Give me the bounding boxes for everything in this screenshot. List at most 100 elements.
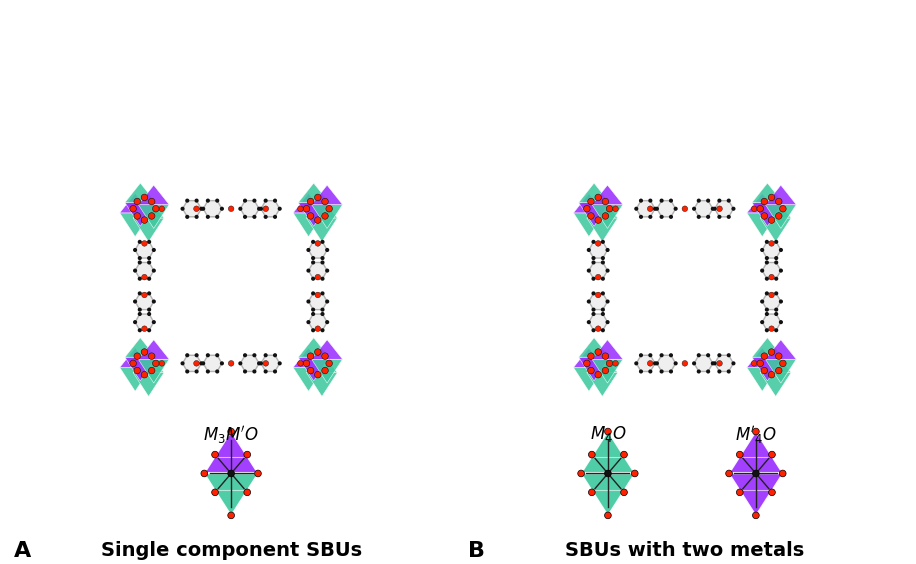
Polygon shape: [133, 353, 164, 373]
Circle shape: [649, 353, 652, 358]
Circle shape: [228, 206, 234, 212]
Polygon shape: [299, 183, 329, 202]
Circle shape: [673, 206, 678, 211]
Circle shape: [264, 353, 267, 358]
Circle shape: [212, 451, 218, 458]
Circle shape: [760, 248, 764, 252]
Circle shape: [311, 292, 315, 296]
Polygon shape: [138, 185, 169, 205]
Circle shape: [780, 360, 786, 367]
Circle shape: [306, 299, 311, 303]
Polygon shape: [760, 199, 791, 218]
Polygon shape: [307, 373, 337, 396]
Circle shape: [649, 215, 652, 219]
Circle shape: [774, 292, 779, 296]
Circle shape: [578, 470, 584, 477]
Circle shape: [760, 268, 764, 272]
Circle shape: [215, 353, 219, 358]
Circle shape: [185, 215, 190, 219]
Polygon shape: [592, 185, 623, 205]
Circle shape: [588, 451, 595, 458]
Polygon shape: [747, 193, 778, 213]
Text: A: A: [14, 540, 31, 561]
Circle shape: [321, 240, 324, 244]
Circle shape: [761, 199, 768, 205]
Polygon shape: [573, 348, 605, 368]
Polygon shape: [579, 202, 609, 226]
Circle shape: [263, 360, 268, 366]
Circle shape: [148, 353, 155, 359]
Circle shape: [594, 217, 602, 223]
Circle shape: [673, 362, 678, 365]
Circle shape: [639, 215, 643, 219]
Polygon shape: [307, 199, 337, 218]
Circle shape: [649, 369, 652, 373]
Circle shape: [669, 369, 673, 373]
Circle shape: [273, 369, 277, 373]
Circle shape: [255, 470, 261, 477]
Polygon shape: [135, 262, 154, 279]
Circle shape: [761, 367, 768, 374]
Polygon shape: [579, 183, 609, 202]
Polygon shape: [747, 348, 778, 368]
Circle shape: [215, 215, 219, 219]
Circle shape: [605, 299, 610, 303]
Circle shape: [682, 360, 688, 366]
Circle shape: [148, 213, 155, 219]
Circle shape: [311, 328, 315, 332]
Circle shape: [322, 199, 328, 205]
Polygon shape: [125, 338, 156, 357]
Circle shape: [152, 360, 159, 367]
Polygon shape: [592, 359, 623, 383]
Circle shape: [314, 349, 322, 355]
Circle shape: [769, 372, 775, 378]
Circle shape: [315, 292, 321, 298]
Circle shape: [147, 256, 151, 260]
Polygon shape: [760, 353, 791, 373]
Circle shape: [761, 353, 768, 359]
Polygon shape: [311, 340, 343, 359]
Polygon shape: [581, 473, 635, 515]
Circle shape: [592, 312, 595, 316]
Polygon shape: [747, 368, 778, 391]
Circle shape: [706, 369, 710, 373]
Circle shape: [307, 367, 314, 374]
Circle shape: [311, 277, 315, 281]
Polygon shape: [752, 357, 783, 381]
Circle shape: [765, 328, 769, 332]
Circle shape: [760, 299, 764, 303]
Circle shape: [142, 326, 147, 332]
Circle shape: [141, 194, 147, 201]
Polygon shape: [120, 368, 150, 391]
Circle shape: [159, 360, 165, 366]
Circle shape: [133, 248, 137, 252]
Polygon shape: [762, 262, 781, 279]
Polygon shape: [587, 218, 617, 242]
Circle shape: [588, 367, 594, 374]
Circle shape: [273, 199, 277, 202]
Circle shape: [726, 369, 731, 373]
Circle shape: [325, 248, 329, 252]
Circle shape: [311, 307, 315, 312]
Circle shape: [706, 199, 710, 202]
Circle shape: [606, 360, 613, 367]
Circle shape: [751, 360, 757, 366]
Circle shape: [215, 199, 219, 202]
Polygon shape: [581, 431, 635, 473]
Polygon shape: [125, 183, 156, 202]
Circle shape: [321, 328, 324, 332]
Circle shape: [774, 307, 779, 312]
Circle shape: [601, 292, 605, 296]
Circle shape: [130, 205, 136, 212]
Circle shape: [774, 277, 779, 281]
Circle shape: [180, 362, 185, 365]
Circle shape: [692, 206, 696, 211]
Circle shape: [147, 312, 151, 316]
Circle shape: [273, 215, 277, 219]
Circle shape: [264, 369, 267, 373]
Circle shape: [185, 353, 190, 358]
Circle shape: [142, 274, 147, 280]
Polygon shape: [592, 340, 623, 359]
Circle shape: [697, 369, 701, 373]
Circle shape: [587, 299, 591, 303]
